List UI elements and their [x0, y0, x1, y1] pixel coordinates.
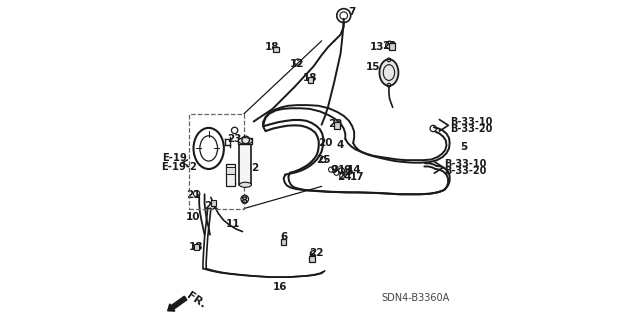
- Text: 21: 21: [205, 201, 219, 211]
- Bar: [189, 114, 244, 209]
- Text: B-33-10: B-33-10: [450, 116, 492, 127]
- Text: 8: 8: [241, 196, 248, 206]
- Bar: [273, 47, 278, 52]
- Bar: [389, 43, 395, 50]
- Text: 22: 22: [328, 119, 342, 129]
- Text: 18: 18: [303, 73, 317, 83]
- Text: 20: 20: [319, 138, 333, 148]
- Text: E-19: E-19: [163, 153, 188, 163]
- Text: 13: 13: [370, 42, 384, 52]
- Text: B-33-20: B-33-20: [445, 166, 487, 175]
- Text: 1: 1: [244, 151, 251, 161]
- Bar: [334, 122, 340, 129]
- Text: 18: 18: [189, 242, 204, 252]
- Text: 11: 11: [226, 219, 240, 229]
- Text: 22: 22: [381, 41, 396, 51]
- Bar: [226, 167, 235, 174]
- FancyArrow shape: [168, 296, 187, 311]
- Text: 5: 5: [460, 143, 467, 152]
- Bar: [193, 244, 198, 250]
- Text: 4: 4: [337, 140, 344, 150]
- Text: 16: 16: [273, 282, 288, 292]
- Ellipse shape: [380, 59, 399, 86]
- Bar: [239, 144, 252, 185]
- Text: 3: 3: [229, 178, 237, 188]
- Text: 14: 14: [347, 165, 362, 174]
- Ellipse shape: [239, 182, 252, 187]
- Text: 22: 22: [309, 248, 323, 258]
- Text: 23: 23: [227, 134, 241, 144]
- Text: FR.: FR.: [185, 290, 207, 310]
- Bar: [226, 164, 235, 186]
- Ellipse shape: [239, 138, 252, 144]
- Text: SDN4-B3360A: SDN4-B3360A: [381, 293, 450, 303]
- Bar: [309, 256, 315, 262]
- Text: 6: 6: [280, 232, 287, 242]
- Bar: [211, 200, 216, 206]
- Text: B-33-20: B-33-20: [450, 123, 492, 134]
- Bar: [281, 239, 287, 245]
- Text: 12: 12: [290, 59, 305, 69]
- Text: 7: 7: [348, 7, 355, 18]
- Text: B-33-10: B-33-10: [445, 159, 487, 169]
- Text: E-19-2: E-19-2: [161, 162, 197, 172]
- Text: 17: 17: [350, 172, 365, 182]
- Text: 15: 15: [366, 62, 380, 72]
- Text: 18: 18: [265, 42, 279, 52]
- Bar: [239, 138, 252, 144]
- Text: 2: 2: [252, 163, 259, 173]
- Text: 10: 10: [186, 212, 200, 222]
- Text: 9: 9: [331, 165, 338, 174]
- Text: 21: 21: [186, 190, 200, 200]
- Text: 6: 6: [308, 250, 316, 260]
- Text: 24: 24: [337, 172, 352, 182]
- Text: 25: 25: [317, 155, 331, 165]
- Bar: [308, 77, 314, 83]
- Text: 19: 19: [337, 165, 352, 174]
